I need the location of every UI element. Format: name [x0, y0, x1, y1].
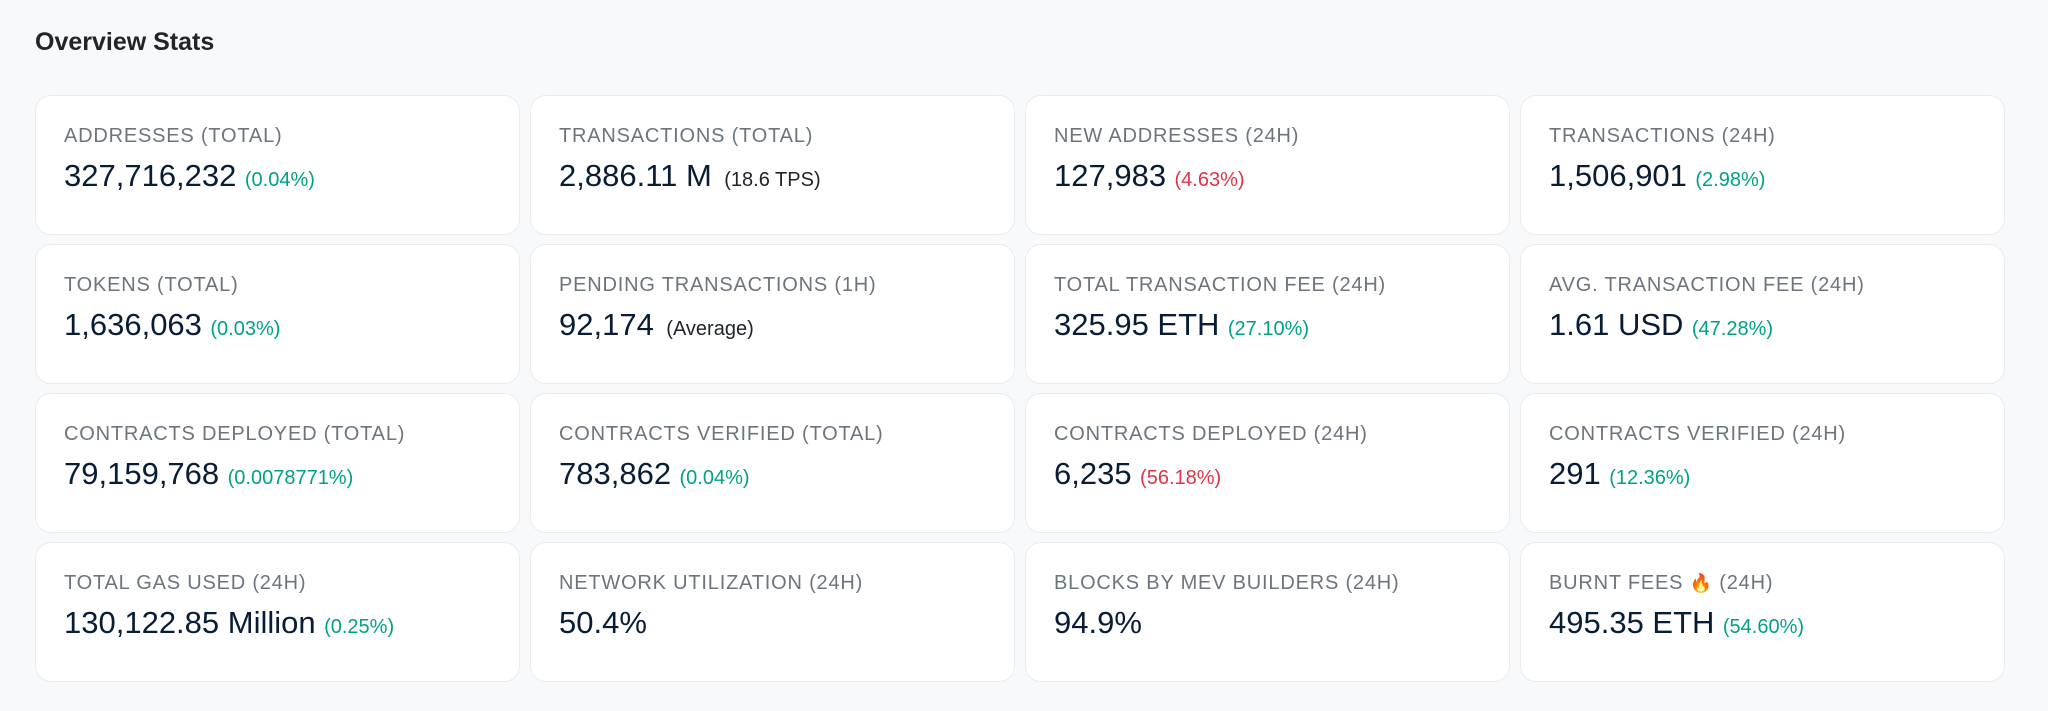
stat-card-addresses-total: ADDRESSES (TOTAL) 327,716,232 (0.04%)	[35, 95, 520, 235]
stat-change: (0.0078771%)	[227, 467, 354, 489]
stat-value: 92,174	[559, 307, 654, 342]
stat-label: TOKENS (TOTAL)	[64, 274, 239, 296]
stat-label: CONTRACTS DEPLOYED (24H)	[1054, 423, 1368, 445]
stat-value-row: 783,862 (0.04%)	[559, 456, 986, 498]
section-title: Overview Stats	[35, 28, 215, 56]
stat-value: 327,716,232	[64, 158, 237, 193]
stat-label: ADDRESSES (TOTAL)	[64, 125, 283, 147]
stat-card-contracts-deployed-total: CONTRACTS DEPLOYED (TOTAL) 79,159,768 (0…	[35, 393, 520, 533]
stat-value-row: 79,159,768 (0.0078771%)	[64, 456, 491, 498]
stat-value: 291	[1549, 456, 1601, 491]
stat-change: (4.63%)	[1174, 169, 1245, 191]
stat-value: 130,122.85 Million	[64, 605, 316, 640]
stat-card-network-utilization-24h: NETWORK UTILIZATION (24H) 50.4%	[530, 542, 1015, 682]
stat-label: NETWORK UTILIZATION (24H)	[559, 572, 864, 594]
stat-value-row: 1,636,063 (0.03%)	[64, 307, 491, 349]
stat-value: 94.9%	[1054, 605, 1142, 640]
stat-value-row: 325.95 ETH (27.10%)	[1054, 307, 1481, 349]
stat-card-avg-transaction-fee-24h: AVG. TRANSACTION FEE (24H) 1.61 USD (47.…	[1520, 244, 2005, 384]
stat-value-row: 495.35 ETH (54.60%)	[1549, 605, 1976, 647]
stat-card-transactions-total: TRANSACTIONS (TOTAL) 2,886.11 M (18.6 TP…	[530, 95, 1015, 235]
stat-label: TRANSACTIONS (24H)	[1549, 125, 1776, 147]
stat-value-row: 291 (12.36%)	[1549, 456, 1976, 498]
stat-value-row: 92,174 (Average)	[559, 307, 986, 349]
stat-card-contracts-deployed-24h: CONTRACTS DEPLOYED (24H) 6,235 (56.18%)	[1025, 393, 1510, 533]
stat-change: (47.28%)	[1691, 318, 1774, 340]
stat-label: NEW ADDRESSES (24H)	[1054, 125, 1300, 147]
stat-change: (0.03%)	[210, 318, 281, 340]
stat-value-row: 130,122.85 Million (0.25%)	[64, 605, 491, 647]
stat-change: (27.10%)	[1227, 318, 1310, 340]
stat-change: (Average)	[666, 318, 754, 340]
stat-label: TOTAL TRANSACTION FEE (24H)	[1054, 274, 1387, 296]
stat-label: BLOCKS BY MEV BUILDERS (24H)	[1054, 572, 1400, 594]
stat-label: AVG. TRANSACTION FEE (24H)	[1549, 274, 1865, 296]
stat-label: PENDING TRANSACTIONS (1H)	[559, 274, 877, 296]
stat-card-blocks-by-mev-builders-24h: BLOCKS BY MEV BUILDERS (24H) 94.9%	[1025, 542, 1510, 682]
stat-value: 79,159,768	[64, 456, 220, 491]
stat-label: TOTAL GAS USED (24H)	[64, 572, 307, 594]
stat-change: (18.6 TPS)	[724, 169, 821, 191]
stat-value: 783,862	[559, 456, 672, 491]
stat-value: 6,235	[1054, 456, 1132, 491]
stat-value: 495.35 ETH	[1549, 605, 1715, 640]
stat-card-transactions-24h: TRANSACTIONS (24H) 1,506,901 (2.98%)	[1520, 95, 2005, 235]
stat-value: 1.61 USD	[1549, 307, 1684, 342]
stat-card-burnt-fees-24h: BURNT FEES 🔥 (24H) 495.35 ETH (54.60%)	[1520, 542, 2005, 682]
stat-label: CONTRACTS DEPLOYED (TOTAL)	[64, 423, 406, 445]
stat-value-row: 2,886.11 M (18.6 TPS)	[559, 158, 986, 200]
stat-value: 50.4%	[559, 605, 647, 640]
stat-label-suffix: (24H)	[1719, 572, 1774, 594]
stat-card-total-gas-used-24h: TOTAL GAS USED (24H) 130,122.85 Million …	[35, 542, 520, 682]
stat-card-new-addresses-24h: NEW ADDRESSES (24H) 127,983 (4.63%)	[1025, 95, 1510, 235]
stat-change: (2.98%)	[1695, 169, 1766, 191]
stat-card-tokens-total: TOKENS (TOTAL) 1,636,063 (0.03%)	[35, 244, 520, 384]
stat-card-total-transaction-fee-24h: TOTAL TRANSACTION FEE (24H) 325.95 ETH (…	[1025, 244, 1510, 384]
stat-value-row: 50.4%	[559, 605, 986, 647]
stat-value: 1,636,063	[64, 307, 202, 342]
stat-value-row: 6,235 (56.18%)	[1054, 456, 1481, 498]
stat-change: (54.60%)	[1722, 616, 1805, 638]
stat-value: 1,506,901	[1549, 158, 1687, 193]
stat-value: 2,886.11 M	[559, 158, 712, 193]
stat-change: (12.36%)	[1609, 467, 1691, 489]
stat-value: 325.95 ETH	[1054, 307, 1220, 342]
stat-label: CONTRACTS VERIFIED (24H)	[1549, 423, 1847, 445]
stat-label: TRANSACTIONS (TOTAL)	[559, 125, 814, 147]
stat-value-row: 127,983 (4.63%)	[1054, 158, 1481, 200]
stat-change: (56.18%)	[1140, 467, 1222, 489]
stat-label: CONTRACTS VERIFIED (TOTAL)	[559, 423, 884, 445]
stat-label: BURNT FEES 🔥 (24H)	[1549, 571, 1976, 595]
stat-change: (0.25%)	[324, 616, 395, 638]
fire-icon: 🔥	[1689, 573, 1713, 593]
stat-change: (0.04%)	[679, 467, 750, 489]
stat-card-contracts-verified-total: CONTRACTS VERIFIED (TOTAL) 783,862 (0.04…	[530, 393, 1015, 533]
stat-value-row: 1,506,901 (2.98%)	[1549, 158, 1976, 200]
stat-value-row: 1.61 USD (47.28%)	[1549, 307, 1976, 349]
stat-value-row: 94.9%	[1054, 605, 1481, 647]
stat-card-contracts-verified-24h: CONTRACTS VERIFIED (24H) 291 (12.36%)	[1520, 393, 2005, 533]
stat-value-row: 327,716,232 (0.04%)	[64, 158, 491, 200]
stat-value: 127,983	[1054, 158, 1167, 193]
stat-card-pending-transactions-1h: PENDING TRANSACTIONS (1H) 92,174 (Averag…	[530, 244, 1015, 384]
stats-grid: ADDRESSES (TOTAL) 327,716,232 (0.04%) TR…	[35, 95, 2007, 682]
stat-change: (0.04%)	[244, 169, 315, 191]
stat-label-prefix: BURNT FEES	[1549, 572, 1684, 594]
